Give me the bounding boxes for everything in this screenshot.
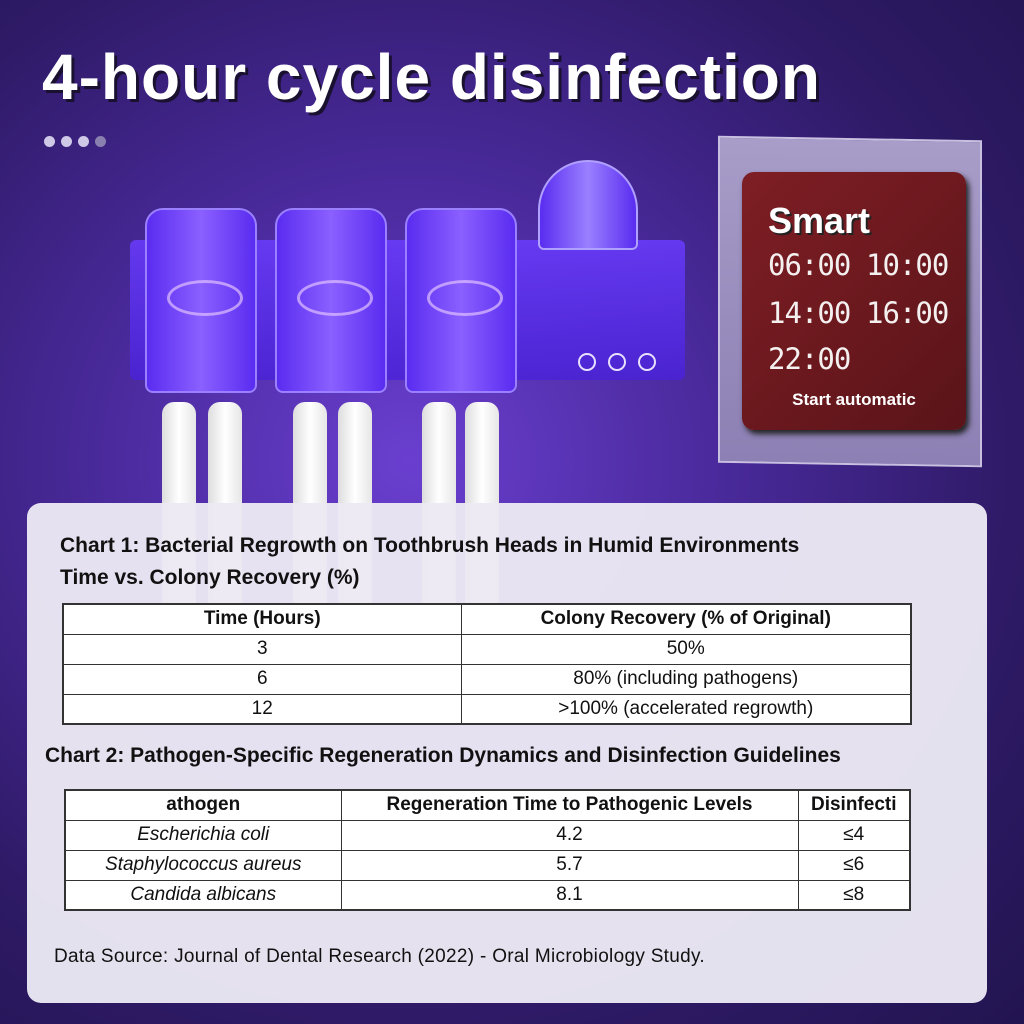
cell: Escherichia coli <box>64 819 342 851</box>
table-row: Escherichia coli 4.2 ≤4 <box>64 819 911 851</box>
carousel-dots <box>44 136 106 147</box>
time-slot: 14:00 <box>768 296 851 330</box>
cell: ≤8 <box>797 879 911 911</box>
chart2-title: Chart 2: Pathogen-Specific Regeneration … <box>45 744 841 767</box>
column-header: Regeneration Time to Pathogenic Levels <box>340 789 799 821</box>
column-header: Disinfecti <box>797 789 911 821</box>
cell: 4.2 <box>340 819 799 851</box>
chart1-table: Time (Hours) Colony Recovery (% of Origin… <box>62 603 912 725</box>
column-header: Colony Recovery (% of Original) <box>460 603 912 635</box>
cell: >100% (accelerated regrowth) <box>460 693 912 725</box>
page-title: 4-hour cycle disinfection <box>42 41 821 113</box>
chart2-table: athogen Regeneration Time to Pathogenic L… <box>64 789 911 911</box>
column-header: athogen <box>64 789 342 821</box>
cell: 12 <box>62 693 462 725</box>
info-card <box>27 503 987 1003</box>
time-slot: 06:00 <box>768 248 851 282</box>
data-source: Data Source: Journal of Dental Research … <box>54 946 705 967</box>
time-slot: 10:00 <box>866 248 949 282</box>
table-row: 12 >100% (accelerated regrowth) <box>62 693 912 725</box>
cell: 80% (including pathogens) <box>460 663 912 695</box>
cell: 6 <box>62 663 462 695</box>
cell: Staphylococcus aureus <box>64 849 342 881</box>
cell: 3 <box>62 633 462 665</box>
chart1-subtitle: Time vs. Colony Recovery (%) <box>60 566 360 589</box>
cell: Candida albicans <box>64 879 342 911</box>
cell: 50% <box>460 633 912 665</box>
display-label: Smart <box>768 200 871 241</box>
table-row: Candida albicans 8.1 ≤8 <box>64 879 911 911</box>
timer-display: Smart 06:00 10:00 14:00 16:00 22:00 Star… <box>742 172 966 430</box>
display-footer: Start automatic <box>792 390 916 409</box>
cell: 8.1 <box>340 879 799 911</box>
cell: ≤6 <box>797 849 911 881</box>
cell: 5.7 <box>340 849 799 881</box>
product-image <box>130 160 690 722</box>
table-row: 3 50% <box>62 633 912 665</box>
cell: ≤4 <box>797 819 911 851</box>
chart1-title: Chart 1: Bacterial Regrowth on Toothbrus… <box>60 534 800 557</box>
column-header: Time (Hours) <box>62 603 462 635</box>
table-row: 6 80% (including pathogens) <box>62 663 912 695</box>
time-slot: 16:00 <box>866 296 949 330</box>
table-row: Staphylococcus aureus 5.7 ≤6 <box>64 849 911 881</box>
control-buttons-icon <box>578 353 656 371</box>
time-slot: 22:00 <box>768 342 851 376</box>
